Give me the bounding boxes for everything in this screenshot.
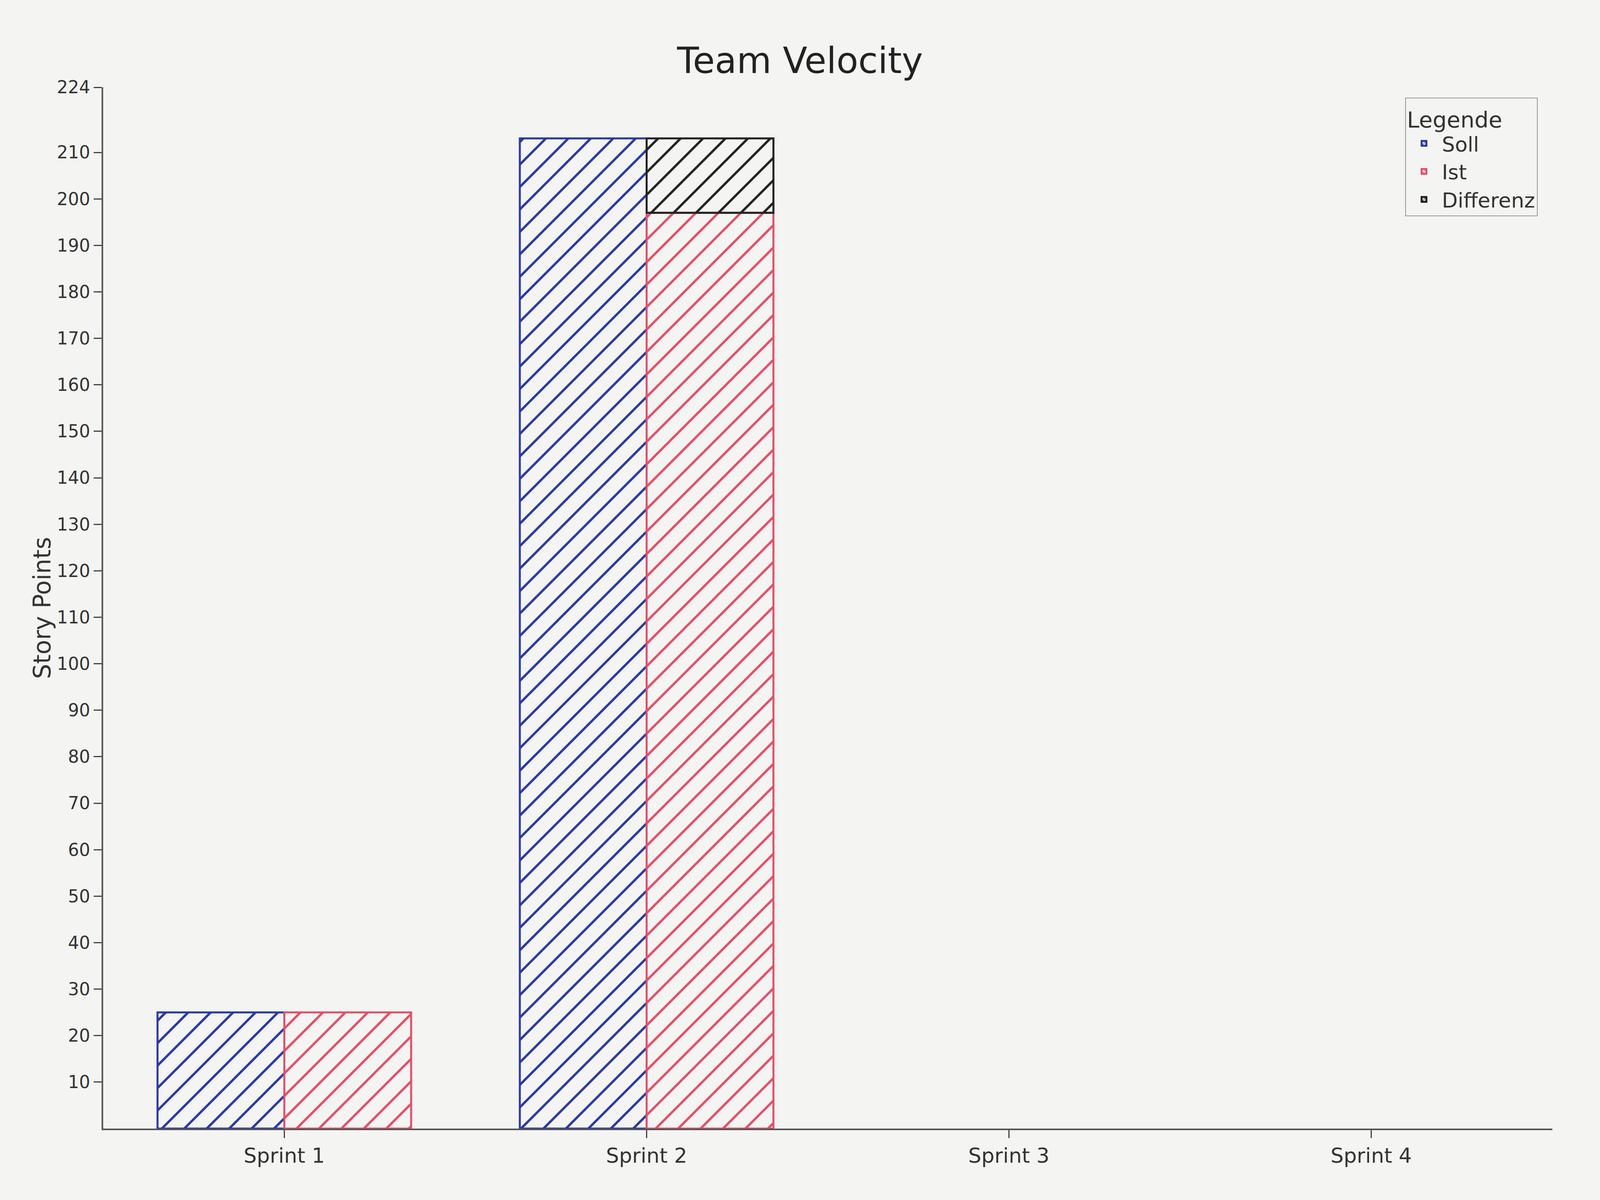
svg-text:Differenz: Differenz xyxy=(1441,188,1535,213)
svg-text:20: 20 xyxy=(67,1025,91,1046)
svg-text:130: 130 xyxy=(56,514,91,535)
svg-text:Team Velocity: Team Velocity xyxy=(676,39,924,82)
svg-text:210: 210 xyxy=(56,142,91,163)
svg-text:Legende: Legende xyxy=(1406,106,1502,133)
svg-text:40: 40 xyxy=(67,932,91,953)
svg-text:170: 170 xyxy=(56,328,91,349)
svg-text:160: 160 xyxy=(56,374,91,395)
svg-text:120: 120 xyxy=(56,560,91,581)
svg-text:90: 90 xyxy=(67,700,91,721)
svg-text:224: 224 xyxy=(56,76,91,98)
svg-text:60: 60 xyxy=(67,839,91,860)
svg-text:180: 180 xyxy=(56,281,91,302)
svg-text:70: 70 xyxy=(67,792,91,814)
svg-text:200: 200 xyxy=(56,188,91,210)
svg-text:110: 110 xyxy=(56,607,91,628)
svg-text:Sprint 2: Sprint 2 xyxy=(605,1143,688,1168)
svg-text:10: 10 xyxy=(67,1071,91,1093)
svg-text:Sprint 4: Sprint 4 xyxy=(1330,1143,1412,1168)
svg-text:80: 80 xyxy=(67,746,91,767)
svg-text:Sprint 1: Sprint 1 xyxy=(243,1143,325,1168)
svg-text:Ist: Ist xyxy=(1441,160,1467,185)
svg-text:Sprint 3: Sprint 3 xyxy=(968,1143,1050,1168)
svg-text:Story Points: Story Points xyxy=(28,536,56,679)
svg-text:50: 50 xyxy=(67,886,91,907)
svg-text:Soll: Soll xyxy=(1441,132,1479,157)
svg-text:140: 140 xyxy=(56,467,91,488)
svg-text:30: 30 xyxy=(67,978,91,1000)
svg-text:190: 190 xyxy=(56,235,91,256)
svg-text:150: 150 xyxy=(56,421,91,442)
svg-text:100: 100 xyxy=(56,653,91,674)
